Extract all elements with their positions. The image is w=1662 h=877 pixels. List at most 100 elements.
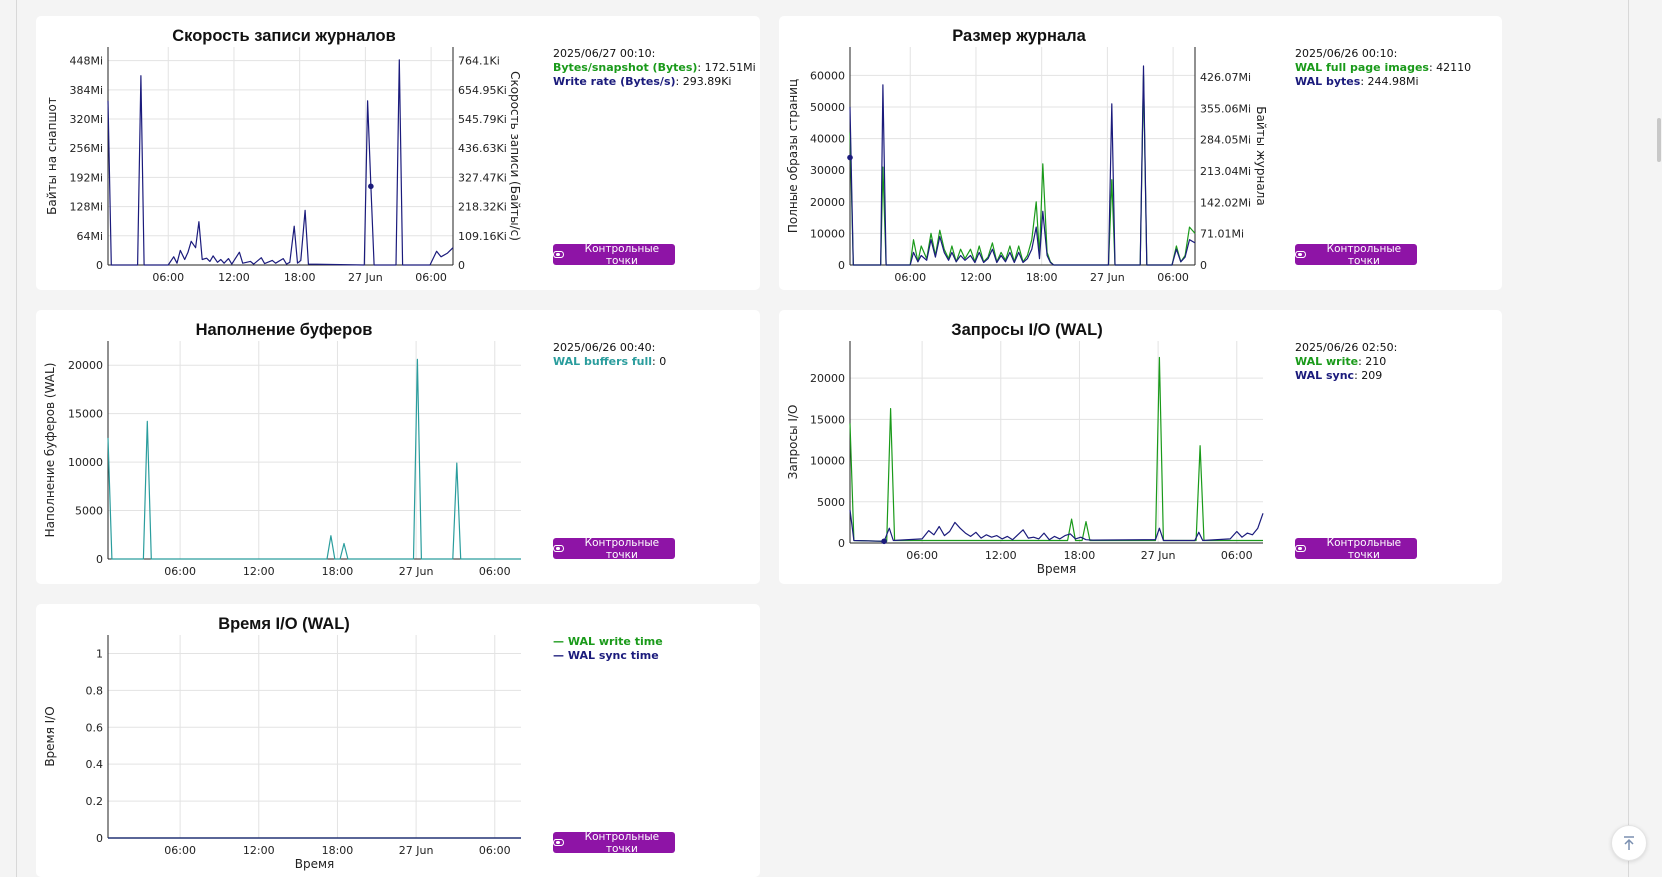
y-tick-label: 256Mi xyxy=(69,142,103,155)
series-label: — WAL write time xyxy=(553,635,663,648)
x-tick-label: 27 Jun xyxy=(399,565,434,578)
chart-card-wal-size: Размер журнала 06:00 12:00 18:00 27 Jun 06:00… xyxy=(779,16,1502,290)
y2-tick-label: 426.07Mi xyxy=(1200,71,1251,84)
info-timestamp: 2025/06/26 00:40: xyxy=(553,341,656,354)
series-value: : 293.89Ki xyxy=(675,75,732,88)
chart-title: Скорость записи журналов xyxy=(172,27,396,45)
series-line-0 xyxy=(107,59,454,266)
info-timestamp: 2025/06/27 00:10: xyxy=(553,47,656,60)
y-tick-label: 0 xyxy=(838,537,845,550)
y2-tick-label: 327.47Ki xyxy=(458,171,507,184)
y-tick-label: 128Mi xyxy=(69,201,103,214)
checkpoints-button-label: Контрольные точки xyxy=(1326,536,1402,561)
x-tick-label: 06:00 xyxy=(906,549,938,562)
info-row: WAL full page images: 42110 xyxy=(1295,61,1471,75)
series-line-0 xyxy=(107,358,521,560)
series-line-1 xyxy=(849,509,1264,542)
y2-tick-label: 654.95Ki xyxy=(458,84,507,97)
info-panel-buffers-full: 2025/06/26 00:40: WAL buffers full: 0 xyxy=(553,341,666,369)
x-tick-label: 18:00 xyxy=(284,271,316,284)
info-panel-io-requests: 2025/06/26 02:50: WAL write: 210 WAL sync… xyxy=(1295,341,1397,383)
checkpoints-button[interactable]: Контрольные точки xyxy=(553,537,675,561)
y-axis-label: Полные образы страниц xyxy=(786,79,800,233)
series-line-0 xyxy=(849,356,1263,542)
y2-tick-label: 436.63Ki xyxy=(458,142,507,155)
series-label: — WAL sync time xyxy=(553,649,659,662)
x-tick-label: 12:00 xyxy=(960,271,992,284)
y-tick-label: 320Mi xyxy=(69,113,103,126)
chart-card-io-time: Время I/O (WAL) 06:00 12:00 18:00 27 Jun 06:0… xyxy=(36,604,760,877)
x-tick-label: 27 Jun xyxy=(399,844,434,857)
y2-tick-label: 71.01Mi xyxy=(1200,228,1244,241)
y2-axis-label: Скорость записи (Байты/с) xyxy=(508,71,522,241)
y-tick-label: 0.8 xyxy=(86,684,104,697)
y-axis-label: Наполнение буферов (WAL) xyxy=(43,363,57,538)
chart-card-io-requests: Запросы I/O (WAL) 06:00 12:00 18:00 27 Jun 06… xyxy=(779,310,1502,584)
eye-icon xyxy=(553,251,564,258)
info-timestamp: 2025/06/26 00:10: xyxy=(1295,47,1398,60)
chart-title: Время I/O (WAL) xyxy=(218,615,350,633)
info-row: WAL bytes: 244.98Mi xyxy=(1295,75,1471,89)
y-tick-label: 20000 xyxy=(68,359,103,372)
y-tick-label: 0.6 xyxy=(86,721,104,734)
x-tick-label: 18:00 xyxy=(322,565,354,578)
chart-buffers-full: Наполнение буферов 06:00 12:00 18:00 27 Jun 0… xyxy=(43,321,521,578)
series-label: WAL buffers full xyxy=(553,355,653,368)
page-right-border xyxy=(1628,0,1629,877)
y-tick-label: 448Mi xyxy=(69,55,103,68)
checkpoints-button-label: Контрольные точки xyxy=(584,830,660,855)
y-tick-label: 1 xyxy=(96,647,103,660)
info-row: WAL write: 210 xyxy=(1295,355,1397,369)
info-row: Write rate (Bytes/s): 293.89Ki xyxy=(553,75,756,89)
eye-icon xyxy=(1295,251,1306,258)
x-axis-label: Время xyxy=(1037,562,1077,576)
hover-point xyxy=(847,154,853,161)
hover-point xyxy=(881,538,887,545)
x-tick-label: 18:00 xyxy=(1026,271,1058,284)
scroll-to-top-button[interactable] xyxy=(1611,825,1647,861)
y-tick-label: 0.2 xyxy=(86,795,104,808)
chart-wal-size: Размер журнала 06:00 12:00 18:00 27 Jun 06:00… xyxy=(786,27,1268,284)
y-tick-label: 15000 xyxy=(810,413,845,426)
chart-io-time: Время I/O (WAL) 06:00 12:00 18:00 27 Jun 06:0… xyxy=(43,615,521,871)
series-value: : 172.51Mi xyxy=(697,61,756,74)
y-axis-label: Байты на снапшот xyxy=(45,97,59,215)
info-row: Bytes/snapshot (Bytes): 172.51Mi xyxy=(553,61,756,75)
y-tick-label: 5000 xyxy=(817,496,845,509)
y-tick-label: 20000 xyxy=(810,372,845,385)
scrollbar-thumb[interactable] xyxy=(1657,118,1661,162)
y2-tick-label: 284.05Mi xyxy=(1200,134,1251,147)
chart-card-buffers-full: Наполнение буферов 06:00 12:00 18:00 27 Jun 0… xyxy=(36,310,760,584)
chart-title: Наполнение буферов xyxy=(196,321,373,339)
y-tick-label: 192Mi xyxy=(69,171,103,184)
info-timestamp: 2025/06/26 02:50: xyxy=(1295,341,1398,354)
y-tick-label: 5000 xyxy=(75,505,103,518)
checkpoints-button-label: Контрольные точки xyxy=(1326,242,1402,267)
x-tick-label: 06:00 xyxy=(1221,549,1253,562)
y-tick-label: 0.4 xyxy=(86,758,104,771)
series-label: WAL full page images xyxy=(1295,61,1429,74)
y-axis-label: Время I/O xyxy=(43,706,57,766)
series-value: : 210 xyxy=(1358,355,1387,368)
y-tick-label: 0 xyxy=(96,553,103,566)
eye-icon xyxy=(553,545,564,552)
x-tick-label: 06:00 xyxy=(164,844,196,857)
chart-io-requests: Запросы I/O (WAL) 06:00 12:00 18:00 27 Jun 06… xyxy=(786,321,1264,576)
series-label: Bytes/snapshot (Bytes) xyxy=(553,61,698,74)
x-tick-label: 27 Jun xyxy=(1090,271,1125,284)
y-tick-label: 50000 xyxy=(810,101,845,114)
checkpoints-button[interactable]: Контрольные точки xyxy=(553,830,675,855)
x-tick-label: 12:00 xyxy=(243,844,275,857)
checkpoints-button[interactable]: Контрольные точки xyxy=(553,242,675,267)
y-tick-label: 0 xyxy=(96,832,103,845)
checkpoints-button[interactable]: Контрольные точки xyxy=(1295,242,1417,267)
series-value: : 209 xyxy=(1354,369,1383,382)
checkpoints-button[interactable]: Контрольные точки xyxy=(1295,536,1417,561)
x-tick-label: 18:00 xyxy=(1064,549,1096,562)
y-tick-label: 10000 xyxy=(68,456,103,469)
eye-icon xyxy=(1295,545,1306,552)
y-tick-label: 384Mi xyxy=(69,84,103,97)
y2-tick-label: 355.06Mi xyxy=(1200,102,1251,115)
checkpoints-button-label: Контрольные точки xyxy=(584,242,660,267)
y-tick-label: 64Mi xyxy=(76,230,103,243)
